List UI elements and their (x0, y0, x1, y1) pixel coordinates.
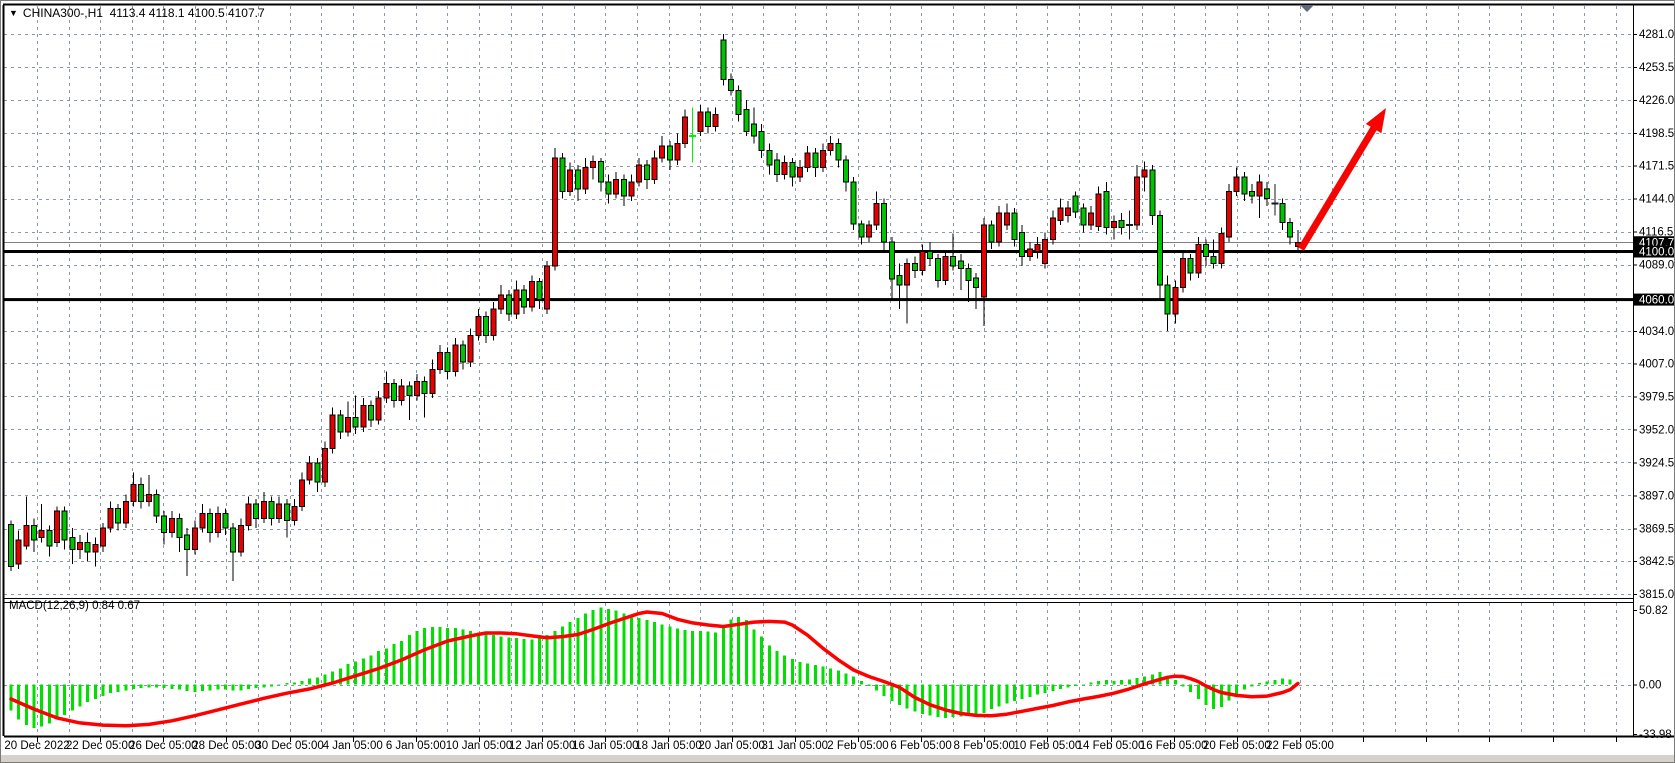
svg-text:31 Jan 05:00: 31 Jan 05:00 (762, 740, 829, 752)
support-line (4, 250, 1633, 254)
macd-histogram (9, 607, 1300, 728)
price-axis[interactable]: 4281.0 4253.5 4226.0 4198.5 4171.5 4144.0 4116… (1633, 29, 1675, 741)
svg-text:4007.0: 4007.0 (1639, 358, 1674, 370)
svg-text:3952.0: 3952.0 (1639, 424, 1674, 436)
window-bottom-strip (1, 755, 1674, 762)
svg-text:3842.5: 3842.5 (1639, 556, 1674, 568)
svg-text:4171.5: 4171.5 (1639, 161, 1674, 173)
horizontal-lines[interactable] (4, 242, 1633, 302)
chart-title: ▼ CHINA300-,H1 4113.4 4118.1 4100.5 4107.… (9, 6, 265, 20)
svg-text:16 Jan 05:00: 16 Jan 05:00 (572, 740, 639, 752)
candles[interactable] (8, 34, 1301, 581)
support-line (4, 298, 1633, 302)
chart-shift-marker[interactable] (1300, 5, 1314, 12)
svg-text:-33.98: -33.98 (1639, 729, 1672, 741)
svg-text:22 Feb 05:00: 22 Feb 05:00 (1266, 740, 1334, 752)
svg-text:10 Jan 05:00: 10 Jan 05:00 (446, 740, 513, 752)
svg-text:4253.5: 4253.5 (1639, 62, 1674, 74)
svg-text:4116.5: 4116.5 (1639, 227, 1673, 239)
svg-text:18 Jan 05:00: 18 Jan 05:00 (635, 740, 702, 752)
svg-text:4089.0: 4089.0 (1639, 260, 1674, 272)
svg-text:8 Feb 05:00: 8 Feb 05:00 (954, 740, 1015, 752)
svg-text:3869.5: 3869.5 (1639, 524, 1674, 536)
svg-text:3815.0: 3815.0 (1639, 589, 1674, 601)
svg-text:4 Jan 05:00: 4 Jan 05:00 (323, 740, 383, 752)
trend-arrow[interactable] (1298, 108, 1386, 251)
svg-text:4060.0: 4060.0 (1639, 295, 1674, 307)
svg-text:10 Feb 05:00: 10 Feb 05:00 (1014, 740, 1082, 752)
price-badge: 4100.0 (1634, 245, 1674, 259)
macd-signal-line (9, 610, 1300, 728)
svg-text:3924.5: 3924.5 (1639, 457, 1674, 469)
svg-text:4281.0: 4281.0 (1639, 29, 1674, 41)
svg-text:26 Dec 05:00: 26 Dec 05:00 (129, 740, 197, 752)
macd-indicator-label: MACD(12,26,9) 0.84 0.67 (9, 600, 140, 612)
svg-text:14 Feb 05:00: 14 Feb 05:00 (1077, 740, 1145, 752)
price-badge: 4060.0 (1634, 293, 1674, 307)
symbol-dropdown-icon[interactable]: ▼ (9, 8, 18, 18)
svg-text:4100.0: 4100.0 (1639, 247, 1674, 259)
svg-text:4144.0: 4144.0 (1639, 194, 1674, 206)
svg-text:16 Feb 05:00: 16 Feb 05:00 (1140, 740, 1208, 752)
svg-text:30 Dec 05:00: 30 Dec 05:00 (255, 740, 323, 752)
svg-text:22 Dec 05:00: 22 Dec 05:00 (66, 740, 134, 752)
svg-text:3897.0: 3897.0 (1639, 490, 1674, 502)
svg-text:20 Jan 05:00: 20 Jan 05:00 (698, 740, 765, 752)
svg-text:4226.0: 4226.0 (1639, 95, 1674, 107)
svg-text:3979.5: 3979.5 (1639, 391, 1674, 403)
ohlc-readout: 4113.4 4118.1 4100.5 4107.7 (109, 6, 265, 20)
svg-text:6 Feb 05:00: 6 Feb 05:00 (890, 740, 951, 752)
svg-text:12 Jan 05:00: 12 Jan 05:00 (509, 740, 576, 752)
svg-text:2 Feb 05:00: 2 Feb 05:00 (827, 740, 888, 752)
svg-text:0.00: 0.00 (1639, 680, 1661, 692)
macd-values: 0.84 0.67 (92, 600, 141, 612)
panel-borders (2, 3, 1674, 738)
svg-text:4198.5: 4198.5 (1639, 128, 1674, 140)
grid (4, 6, 1633, 735)
svg-text:4034.0: 4034.0 (1639, 326, 1674, 338)
macd-name: MACD(12,26,9) (9, 600, 89, 612)
svg-text:6 Jan 05:00: 6 Jan 05:00 (386, 740, 446, 752)
svg-text:50.82: 50.82 (1639, 605, 1668, 617)
svg-text:20 Feb 05:00: 20 Feb 05:00 (1203, 740, 1271, 752)
svg-text:20 Dec 2022: 20 Dec 2022 (4, 740, 69, 752)
svg-text:28 Dec 05:00: 28 Dec 05:00 (192, 740, 260, 752)
symbol-period-label: CHINA300-,H1 (22, 6, 103, 20)
